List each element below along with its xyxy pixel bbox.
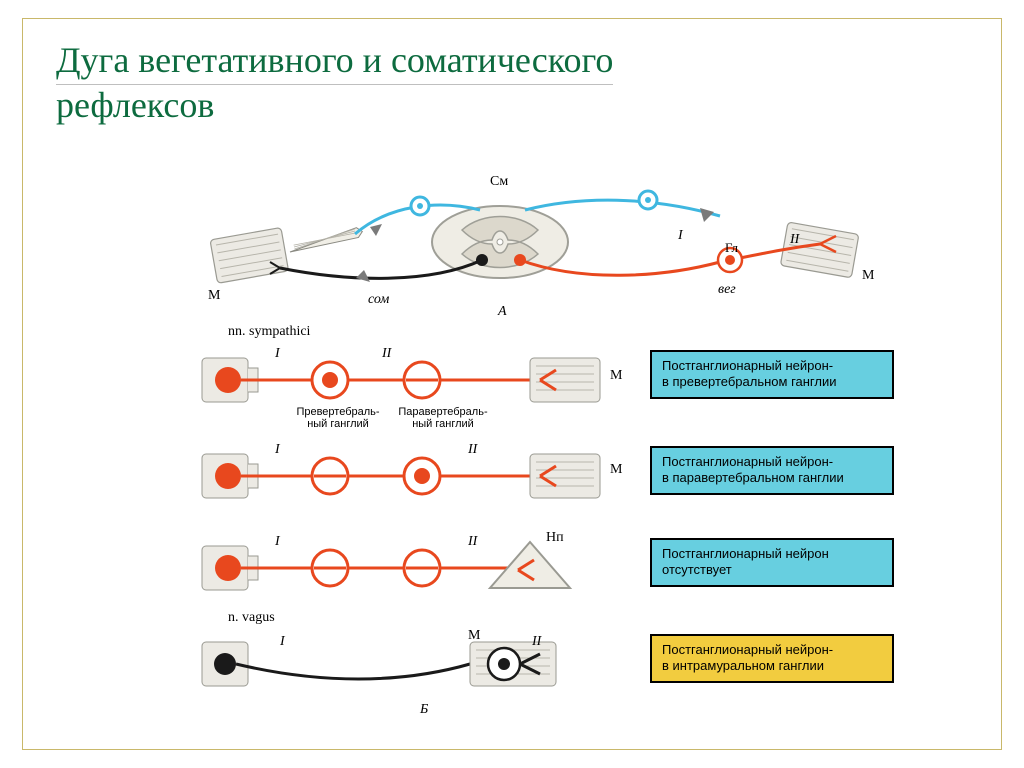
label-veg: вег [718,282,736,298]
row1-II: II [382,346,391,362]
label-m-left: М [208,288,220,304]
row3-diagram [200,528,630,608]
top-diagram [180,182,900,322]
row2-box: Постганглионарный нейрон- в паравертебра… [650,446,894,495]
row4-box-text: Постганглионарный нейрон- в интрамуральн… [662,642,882,675]
page-title: Дуга вегетативного и соматического рефле… [56,38,613,128]
row4-diagram [200,624,630,704]
row3-II: II [468,534,477,550]
slide: Дуга вегетативного и соматического рефле… [0,0,1024,768]
row2-box-text: Постганглионарный нейрон- в паравертебра… [662,454,882,487]
row3-I: I [275,534,280,550]
label-som: сом [368,292,389,308]
label-m-right: М [862,268,874,284]
row1-sub2: Паравертебраль- ный ганглий [388,406,498,430]
row1-M: М [610,368,622,384]
row2-I: I [275,442,280,458]
label-gl: Гл [725,240,738,256]
label-b: Б [420,702,428,718]
row4-box: Постганглионарный нейрон- в интрамуральн… [650,634,894,683]
row2-diagram [200,440,630,510]
row2-M: М [610,462,622,478]
label-top-I: I [678,228,683,244]
row3-Np: Нп [546,530,564,546]
row3-box-text: Постганглионарный нейрон отсутствует [662,546,882,579]
label-nn-sym: nn. sympathici [228,324,310,340]
label-sm: См [490,174,508,190]
row1-I: I [275,346,280,362]
row4-M: М [468,628,480,644]
title-line1: Дуга вегетативного и соматического [56,40,613,80]
row4-II: II [532,634,541,650]
label-a: А [498,304,507,320]
title-line2: рефлексов [56,85,214,125]
label-top-II: II [790,232,799,248]
row3-box: Постганглионарный нейрон отсутствует [650,538,894,587]
row2-II: II [468,442,477,458]
row1-sub1: Превертебраль- ный ганглий [288,406,388,430]
row4-I: I [280,634,285,650]
row1-box-text: Постганглионарный нейрон- в превертебрал… [662,358,882,391]
row1-box: Постганглионарный нейрон- в превертебрал… [650,350,894,399]
